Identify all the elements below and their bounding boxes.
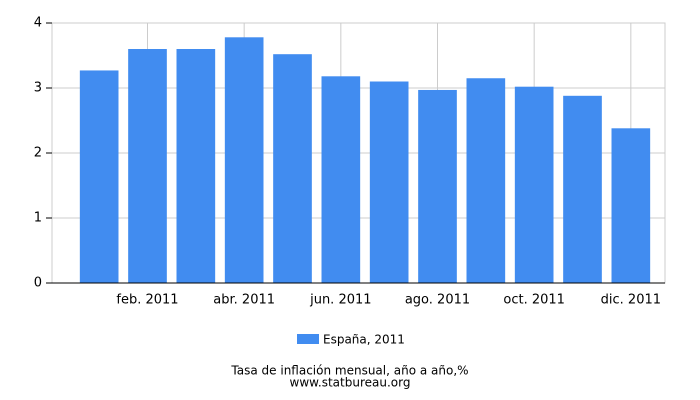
- x-tick-label: jun. 2011: [309, 293, 371, 308]
- bar: [321, 76, 361, 283]
- legend-swatch: [297, 334, 319, 344]
- bar: [466, 78, 506, 283]
- bar: [369, 81, 409, 283]
- y-tick-label: 2: [34, 146, 42, 161]
- legend-label: España, 2011: [323, 333, 405, 347]
- chart-caption: Tasa de inflación mensual, año a año,%: [230, 364, 468, 378]
- y-tick-label: 0: [34, 276, 42, 291]
- x-tick-label: oct. 2011: [503, 293, 565, 308]
- bar: [611, 128, 651, 283]
- y-tick-label: 4: [34, 16, 42, 31]
- chart-source: www.statbureau.org: [290, 376, 411, 390]
- bar: [176, 49, 216, 283]
- y-tick-label: 3: [34, 81, 42, 96]
- bar: [563, 95, 602, 283]
- x-tick-label: ago. 2011: [405, 293, 470, 308]
- bar: [273, 54, 312, 284]
- bar: [418, 89, 457, 283]
- y-tick-label: 1: [34, 211, 42, 226]
- x-tick-label: abr. 2011: [213, 293, 275, 308]
- bar: [514, 86, 554, 283]
- x-tick-label: dic. 2011: [601, 293, 661, 308]
- bar: [79, 70, 119, 283]
- bar: [128, 49, 167, 283]
- bar: [224, 37, 264, 283]
- x-tick-label: feb. 2011: [116, 293, 178, 308]
